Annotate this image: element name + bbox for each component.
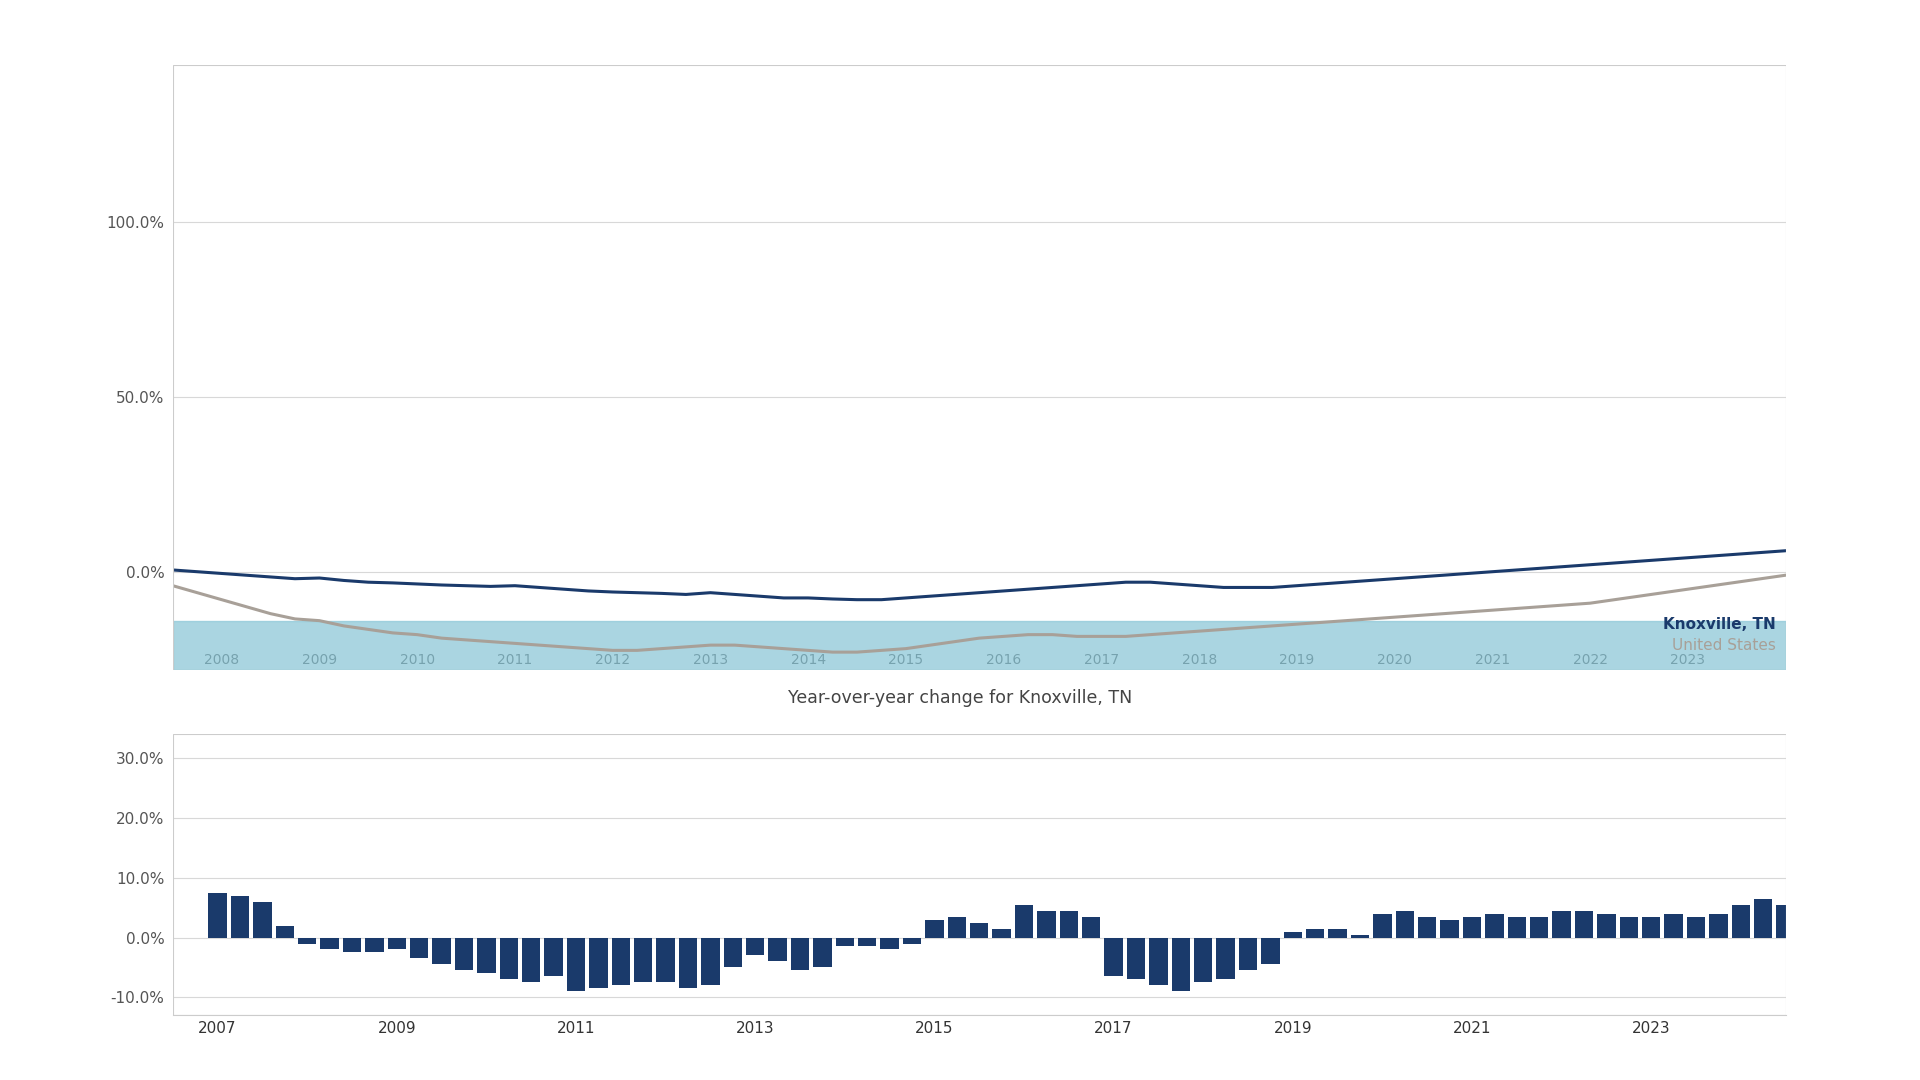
Bar xyxy=(1037,910,1056,937)
Bar xyxy=(1440,919,1459,937)
Bar xyxy=(411,937,428,958)
Bar xyxy=(1843,919,1862,937)
Bar xyxy=(1238,937,1258,971)
Bar xyxy=(747,937,764,956)
Bar xyxy=(545,937,563,976)
Bar xyxy=(1306,929,1325,937)
Bar xyxy=(1688,917,1705,937)
Bar xyxy=(1530,917,1548,937)
Bar xyxy=(724,937,741,968)
Bar xyxy=(365,937,384,953)
Bar xyxy=(1665,914,1682,937)
Bar xyxy=(478,937,495,973)
Bar xyxy=(276,926,294,937)
Bar xyxy=(1016,905,1033,937)
Bar xyxy=(701,937,720,985)
Bar xyxy=(1507,917,1526,937)
Bar xyxy=(589,937,607,988)
Bar xyxy=(1083,917,1100,937)
Text: Year-over-year change for Knoxville, TN: Year-over-year change for Knoxville, TN xyxy=(787,689,1133,707)
Bar xyxy=(1329,929,1346,937)
Text: United States: United States xyxy=(1672,637,1776,652)
Bar xyxy=(566,937,586,991)
Bar xyxy=(1889,922,1907,937)
Bar xyxy=(1799,907,1816,937)
Bar xyxy=(1574,910,1594,937)
Bar xyxy=(1463,917,1480,937)
Bar xyxy=(1352,934,1369,937)
Bar xyxy=(1553,910,1571,937)
Bar xyxy=(993,929,1010,937)
Bar xyxy=(499,937,518,980)
Bar xyxy=(768,937,787,961)
Bar xyxy=(1060,910,1077,937)
Bar xyxy=(948,917,966,937)
Bar xyxy=(344,937,361,953)
Bar xyxy=(881,937,899,949)
Bar xyxy=(925,919,943,937)
Bar xyxy=(1486,914,1503,937)
Bar xyxy=(209,893,227,937)
Bar xyxy=(173,621,1786,670)
Bar xyxy=(835,937,854,946)
Bar xyxy=(1150,937,1167,985)
Bar xyxy=(1127,937,1144,980)
Bar xyxy=(1171,937,1190,991)
Bar xyxy=(612,937,630,985)
Bar xyxy=(1732,905,1749,937)
Bar xyxy=(1822,926,1839,937)
Bar xyxy=(1910,914,1920,937)
Bar xyxy=(858,937,876,946)
Bar xyxy=(1261,937,1279,964)
Bar xyxy=(1866,929,1884,937)
Bar xyxy=(1620,917,1638,937)
Bar xyxy=(432,937,451,964)
Bar xyxy=(1709,914,1728,937)
Bar xyxy=(230,895,250,937)
Bar xyxy=(298,937,317,944)
Bar xyxy=(1755,899,1772,937)
Text: Knoxville, TN: Knoxville, TN xyxy=(1663,617,1776,632)
Bar xyxy=(1642,917,1661,937)
Bar xyxy=(1217,937,1235,980)
Bar xyxy=(388,937,405,949)
Bar xyxy=(970,922,989,937)
Bar xyxy=(657,937,674,983)
Bar xyxy=(253,902,271,937)
Bar xyxy=(455,937,472,971)
Bar xyxy=(1104,937,1123,976)
Bar xyxy=(902,937,922,944)
Bar xyxy=(1419,917,1436,937)
Bar xyxy=(1396,910,1413,937)
Bar xyxy=(1373,914,1392,937)
Bar xyxy=(634,937,653,983)
Bar xyxy=(680,937,697,988)
Bar xyxy=(1776,905,1795,937)
Bar xyxy=(814,937,831,968)
Bar xyxy=(791,937,808,971)
Bar xyxy=(522,937,540,983)
Bar xyxy=(1194,937,1212,983)
Bar xyxy=(1284,932,1302,937)
Bar xyxy=(1597,914,1615,937)
Bar xyxy=(321,937,338,949)
